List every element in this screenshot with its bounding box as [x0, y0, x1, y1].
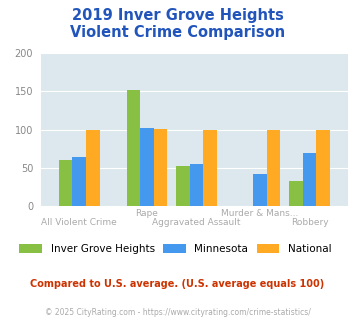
Text: © 2025 CityRating.com - https://www.cityrating.com/crime-statistics/: © 2025 CityRating.com - https://www.city… [45, 308, 310, 316]
Text: Compared to U.S. average. (U.S. average equals 100): Compared to U.S. average. (U.S. average … [31, 279, 324, 289]
Bar [59, 160, 72, 206]
Text: Rape: Rape [136, 209, 158, 217]
Bar [154, 129, 167, 206]
Bar [72, 157, 86, 206]
Bar [140, 128, 154, 206]
Text: Aggravated Assault: Aggravated Assault [152, 218, 241, 227]
Text: All Violent Crime: All Violent Crime [41, 218, 117, 227]
Bar [289, 181, 303, 206]
Text: 2019 Inver Grove Heights: 2019 Inver Grove Heights [72, 8, 283, 23]
Text: Murder & Mans...: Murder & Mans... [221, 209, 299, 217]
Bar [316, 129, 330, 206]
Bar [176, 166, 190, 206]
Text: Violent Crime Comparison: Violent Crime Comparison [70, 25, 285, 40]
Bar [203, 129, 217, 206]
Legend: Inver Grove Heights, Minnesota, National: Inver Grove Heights, Minnesota, National [20, 244, 332, 254]
Bar [303, 153, 316, 206]
Text: Robbery: Robbery [291, 218, 328, 227]
Bar [253, 174, 267, 206]
Bar [190, 164, 203, 206]
Bar [267, 129, 280, 206]
Bar [86, 129, 99, 206]
Bar [127, 90, 140, 206]
